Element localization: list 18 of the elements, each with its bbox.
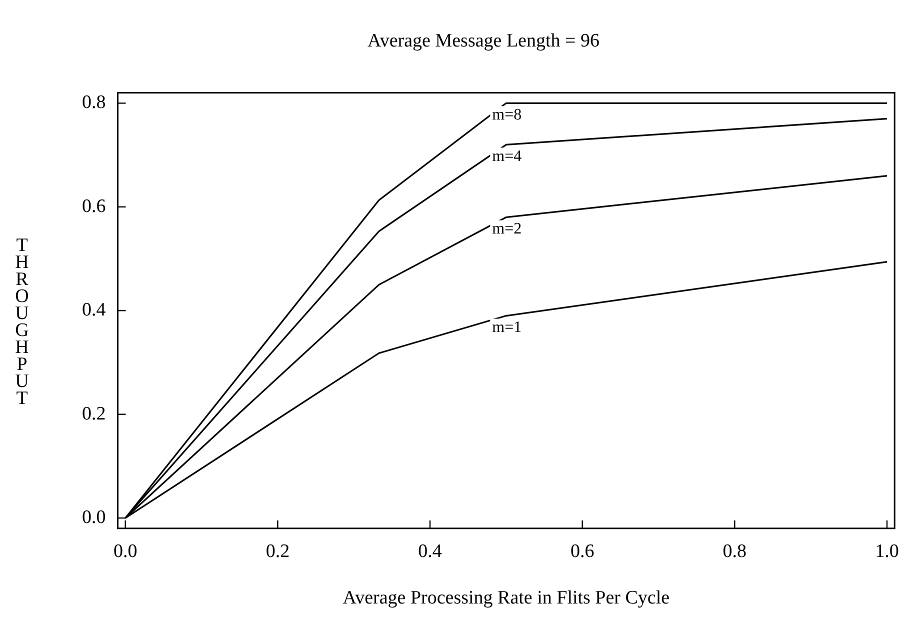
series-label: m=8 — [492, 106, 522, 124]
y-tick-label: 0.0 — [82, 507, 106, 528]
series-label: m=1 — [492, 318, 522, 336]
x-axis-title: Average Processing Rate in Flits Per Cycle — [342, 588, 670, 609]
x-tick-label: 0.6 — [570, 540, 594, 562]
y-tick-label: 0.4 — [82, 300, 106, 321]
y-tick-label: 0.6 — [82, 196, 106, 217]
x-tick-label: 0.0 — [113, 540, 138, 562]
x-tick-label: 0.4 — [418, 540, 442, 562]
chart-title: Average Message Length = 96 — [368, 30, 600, 52]
y-tick-label: 0.2 — [82, 403, 106, 424]
x-tick-label: 0.2 — [266, 540, 290, 562]
y-tick-label: 0.8 — [82, 92, 106, 114]
text: THROUGHPUT — [15, 235, 29, 409]
series-label: m=4 — [492, 148, 522, 165]
x-tick-label: 1.0 — [875, 540, 899, 562]
series-label: m=2 — [492, 220, 522, 238]
x-tick-label: 0.8 — [722, 540, 747, 562]
